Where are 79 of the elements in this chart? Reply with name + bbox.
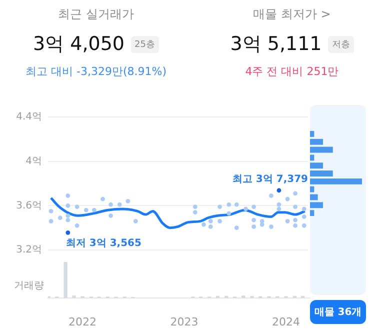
point bbox=[66, 218, 70, 222]
point bbox=[269, 224, 274, 229]
y-tick-label: 3.2억 bbox=[16, 244, 42, 256]
point bbox=[293, 191, 298, 196]
bar bbox=[310, 154, 314, 161]
x-tick-label: 2024 bbox=[272, 315, 300, 328]
point bbox=[74, 223, 80, 228]
point bbox=[293, 223, 298, 228]
point bbox=[234, 226, 239, 230]
y-tick-label: 4.4억 bbox=[16, 112, 42, 123]
text: 저층 bbox=[328, 36, 354, 52]
point bbox=[302, 214, 306, 219]
point bbox=[66, 213, 70, 218]
x-tick-label: 2022 bbox=[68, 315, 97, 328]
point bbox=[276, 188, 282, 193]
point bbox=[226, 202, 232, 207]
point bbox=[48, 209, 54, 214]
point bbox=[252, 204, 256, 209]
text: 매물 최저가 > bbox=[252, 6, 332, 23]
point bbox=[302, 223, 306, 228]
point bbox=[48, 218, 54, 224]
bar bbox=[310, 170, 333, 176]
point bbox=[92, 208, 96, 212]
point bbox=[234, 202, 239, 207]
point bbox=[269, 193, 274, 198]
point bbox=[58, 216, 62, 220]
point bbox=[208, 218, 213, 224]
point bbox=[252, 218, 256, 222]
point bbox=[108, 213, 113, 218]
text: 3억 4,050 bbox=[33, 32, 125, 57]
point bbox=[192, 210, 198, 215]
point bbox=[74, 204, 80, 209]
point bbox=[302, 206, 306, 212]
line-series bbox=[50, 196, 306, 230]
point bbox=[117, 202, 122, 207]
point bbox=[285, 218, 290, 224]
y-axis-title: 거래량 bbox=[14, 280, 44, 292]
x-axis-title: 매물 36개 bbox=[310, 300, 366, 324]
point bbox=[66, 193, 70, 198]
y-tick-label: 4억 bbox=[26, 156, 42, 167]
text: 최고 대비 -3,329만(8.91%) bbox=[24, 64, 168, 79]
bar bbox=[64, 262, 68, 298]
y-tick-label: 3.6억 bbox=[16, 200, 42, 212]
point bbox=[100, 196, 105, 202]
annotation: 최저 3억 3,565 bbox=[66, 238, 142, 250]
text: 25층 bbox=[130, 36, 159, 52]
point bbox=[108, 202, 113, 207]
point bbox=[192, 204, 198, 209]
annotation: 최고 3억 7,379 bbox=[232, 174, 308, 185]
point bbox=[252, 224, 256, 229]
point bbox=[276, 206, 282, 212]
text: 4주 전 대비 251만 bbox=[244, 64, 340, 79]
point bbox=[133, 218, 138, 224]
point bbox=[218, 218, 222, 224]
bar bbox=[310, 130, 314, 137]
point bbox=[202, 222, 206, 227]
point bbox=[276, 202, 282, 207]
point bbox=[293, 204, 298, 209]
bar bbox=[310, 202, 323, 208]
bar bbox=[310, 210, 314, 216]
bar bbox=[310, 178, 362, 184]
text: 3억 5,111 bbox=[230, 32, 322, 57]
bar bbox=[310, 138, 323, 145]
point bbox=[126, 199, 130, 204]
point bbox=[208, 224, 213, 229]
x-tick-label: 2023 bbox=[170, 315, 198, 328]
bar bbox=[310, 162, 323, 169]
point bbox=[293, 218, 298, 222]
point bbox=[66, 203, 70, 208]
point bbox=[285, 196, 290, 202]
bar bbox=[310, 194, 318, 200]
point bbox=[218, 204, 222, 209]
text: 최근 실거래가 bbox=[57, 6, 135, 23]
point bbox=[84, 208, 88, 212]
bar bbox=[310, 146, 333, 153]
point bbox=[66, 230, 70, 235]
point bbox=[226, 211, 232, 216]
bar bbox=[310, 186, 314, 192]
point bbox=[244, 206, 248, 212]
